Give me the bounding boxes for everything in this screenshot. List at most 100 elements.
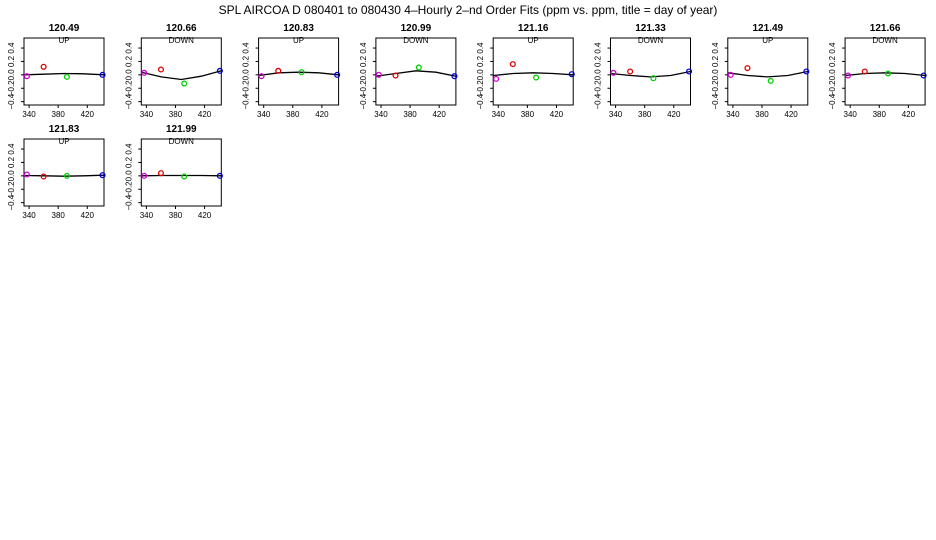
x-tick-label: 420: [81, 110, 95, 119]
y-tick-label: 0.0: [242, 69, 251, 81]
fit-line: [610, 70, 691, 78]
plot-frame: [23, 138, 105, 207]
panel-subtitle: UP: [58, 36, 69, 45]
x-tick-label: 340: [374, 110, 388, 119]
y-tick-label: −0.4: [242, 93, 251, 109]
data-point: [181, 80, 188, 87]
y-tick-label: −0.4: [359, 93, 368, 109]
data-point: [216, 67, 223, 74]
data-point: [451, 73, 458, 80]
fit-line: [375, 70, 457, 77]
y-tick-label: −0.2: [7, 181, 16, 197]
panel-title: 120.99: [401, 23, 432, 34]
panel-2: 120.66 DOWN 340 380 420 −0.4−0.20.0 0.20.4: [124, 23, 223, 119]
plot-frame: [727, 37, 809, 106]
y-tick-label: 0.2: [828, 55, 837, 67]
x-tick-label: 420: [198, 211, 212, 220]
x-tick-label: 420: [550, 110, 564, 119]
y-tick-label: 0.2: [711, 55, 720, 67]
plot-frame: [610, 37, 691, 106]
panel-title: 120.83: [283, 23, 314, 34]
x-tick-label: 380: [638, 110, 652, 119]
x-tick-label: 380: [169, 110, 183, 119]
data-point: [157, 170, 164, 177]
data-point: [63, 73, 70, 80]
data-point: [415, 64, 422, 71]
fit-line: [23, 72, 105, 76]
data-point: [181, 173, 188, 180]
x-tick-label: 380: [169, 211, 183, 220]
panel-subtitle: DOWN: [403, 36, 429, 45]
x-tick-label: 420: [432, 110, 446, 119]
plot-frame: [492, 37, 574, 106]
x-tick-label: 380: [755, 110, 769, 119]
y-tick-label: −0.4: [711, 93, 720, 109]
x-tick-label: 340: [22, 211, 36, 220]
panel-title: 120.66: [166, 23, 197, 34]
x-tick-label: 340: [140, 110, 154, 119]
panel-subtitle: UP: [293, 36, 304, 45]
x-tick-label: 380: [286, 110, 300, 119]
y-tick-label: −0.4: [124, 194, 133, 210]
y-tick-label: 0.2: [359, 55, 368, 67]
x-tick-label: 420: [902, 110, 916, 119]
data-point: [685, 68, 693, 75]
data-point: [803, 68, 810, 75]
y-tick-label: 0.0: [7, 69, 16, 81]
y-tick-label: −0.2: [828, 80, 837, 96]
panel-10: 121.99 DOWN 340 380 420 −0.4−0.20.0 0.20.4: [124, 124, 223, 220]
data-point: [392, 72, 399, 79]
panel-5: 121.16 UP 340 380 420 −0.4−0.20.0 0.20.4: [476, 23, 575, 119]
panel-1: 120.49 UP 340 380 420 −0.4−0.20.0 0.20.4: [7, 23, 106, 119]
data-point: [99, 71, 106, 78]
data-point: [727, 71, 734, 78]
x-tick-label: 380: [521, 110, 535, 119]
panel-title: 121.99: [166, 124, 197, 135]
data-point: [40, 63, 47, 70]
plot-frame: [140, 138, 222, 207]
x-tick-label: 420: [667, 110, 681, 119]
y-tick-label: 0.4: [242, 42, 251, 54]
data-point: [844, 72, 852, 79]
y-tick-label: −0.4: [124, 93, 133, 109]
y-tick-label: 0.0: [124, 170, 133, 182]
y-tick-label: 0.4: [476, 42, 485, 54]
y-tick-label: −0.4: [7, 194, 16, 210]
y-tick-label: 0.4: [7, 42, 16, 54]
data-point: [216, 172, 223, 179]
data-point: [610, 69, 617, 76]
fit-line: [141, 70, 222, 81]
data-point: [533, 74, 540, 81]
y-tick-label: 0.2: [476, 55, 485, 67]
x-tick-label: 420: [315, 110, 329, 119]
panel-subtitle: DOWN: [169, 137, 195, 146]
data-point: [63, 172, 70, 179]
panel-subtitle: UP: [58, 137, 69, 146]
panel-subtitle: UP: [528, 36, 539, 45]
y-tick-label: 0.4: [124, 143, 133, 155]
y-tick-label: 0.4: [359, 42, 368, 54]
panel-title: 121.49: [753, 23, 784, 34]
y-tick-label: 0.0: [476, 69, 485, 81]
x-tick-label: 340: [726, 110, 740, 119]
panel-subtitle: UP: [762, 36, 773, 45]
fit-line: [727, 70, 808, 78]
panel-8: 121.66 DOWN 340 380 420 −0.4−0.20.0 0.20.4: [828, 23, 927, 119]
y-tick-label: −0.4: [828, 93, 837, 109]
y-tick-label: 0.0: [124, 69, 133, 81]
data-point: [141, 69, 148, 76]
data-point: [298, 69, 305, 76]
plot-frame: [140, 37, 222, 106]
data-point: [40, 173, 47, 180]
x-tick-label: 380: [52, 211, 66, 220]
panel-title: 121.16: [518, 23, 549, 34]
data-point: [509, 61, 516, 68]
data-point: [275, 67, 282, 74]
data-point: [767, 77, 774, 84]
panel-subtitle: DOWN: [638, 36, 664, 45]
panel-9: 121.83 UP 340 380 420 −0.4−0.20.0 0.20.4: [7, 124, 106, 220]
data-point: [920, 72, 927, 79]
y-tick-label: −0.2: [594, 80, 603, 96]
panel-4: 120.99 DOWN 340 380 420 −0.4−0.20.0 0.20.4: [359, 23, 458, 119]
